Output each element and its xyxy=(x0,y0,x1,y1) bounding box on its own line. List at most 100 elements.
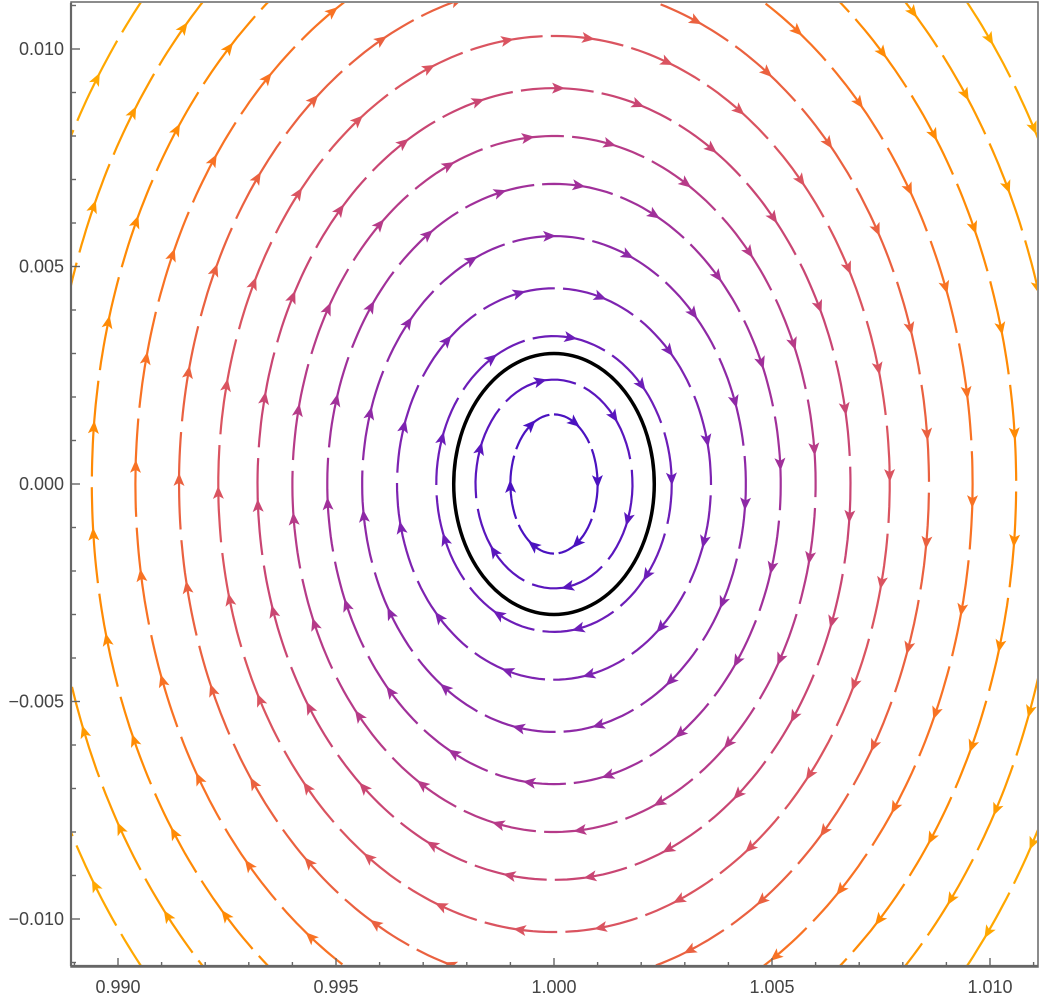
arrow-icon xyxy=(117,822,128,837)
arrow-icon xyxy=(512,723,526,735)
arrow-icon xyxy=(359,509,370,523)
arrow-icon xyxy=(528,541,542,554)
arrow-icon xyxy=(225,593,237,607)
arrow-icon xyxy=(490,545,502,560)
x-tick-label: 0.995 xyxy=(313,977,358,997)
arrow-icon xyxy=(646,206,660,219)
arrow-icon xyxy=(1026,120,1037,135)
arrow-icon xyxy=(660,342,674,357)
arrow-icon xyxy=(805,766,818,781)
y-tick-label: −0.005 xyxy=(8,692,64,712)
arrow-icon xyxy=(395,138,409,152)
arrow-icon xyxy=(290,187,303,202)
arrow-icon xyxy=(359,782,372,796)
arrow-icon xyxy=(320,302,331,317)
arrow-icon xyxy=(786,336,797,351)
arrow-icon xyxy=(581,32,595,43)
arrow-icon xyxy=(439,335,452,349)
arrow-icon xyxy=(928,830,939,845)
arrow-icon xyxy=(170,827,182,842)
arrow-icon xyxy=(871,361,883,375)
arrow-icon xyxy=(591,475,603,489)
arrow-icon xyxy=(304,857,317,871)
arrow-icon xyxy=(173,472,185,486)
y-tick-label: 0.000 xyxy=(19,474,64,494)
arrow-icon xyxy=(209,683,220,698)
arrow-icon xyxy=(745,839,759,853)
arrow-icon xyxy=(416,780,431,793)
arrow-icon xyxy=(675,725,689,738)
arrow-icon xyxy=(543,230,557,242)
arrow-icon xyxy=(259,72,272,87)
arrow-icon xyxy=(386,686,399,700)
arrow-icon xyxy=(369,919,384,932)
arrow-icon xyxy=(703,140,717,153)
arrow-icon xyxy=(87,420,99,434)
arrow-icon xyxy=(441,532,452,547)
arrow-icon xyxy=(844,509,856,524)
arrow-icon xyxy=(630,97,645,108)
arrow-icon xyxy=(221,909,234,924)
arrow-icon xyxy=(89,72,100,87)
arrow-icon xyxy=(643,566,655,581)
arrow-icon xyxy=(355,710,367,724)
arrow-icon xyxy=(662,841,677,853)
arrow-icon xyxy=(448,749,462,762)
arrow-icon xyxy=(311,617,322,632)
x-axis-ticks: 0.990 0.995 1.000 1.005 1.010 xyxy=(73,958,1035,997)
arrow-icon xyxy=(811,298,822,313)
arrow-icon xyxy=(305,932,319,946)
arrow-icon xyxy=(665,472,677,486)
arrow-icon xyxy=(212,485,224,499)
y-axis-ticks: 0.010 0.005 0.000 −0.005 −0.010 xyxy=(8,4,80,964)
arrow-icon xyxy=(563,331,578,342)
arrow-icon xyxy=(789,22,803,36)
arrow-icon xyxy=(957,602,969,617)
arrow-icon xyxy=(932,705,943,720)
arrow-icon xyxy=(522,420,536,434)
arrow-icon xyxy=(397,419,408,434)
streamline-segment xyxy=(72,262,78,286)
arrow-icon xyxy=(573,824,587,835)
arrow-icon xyxy=(653,794,668,806)
arrow-icon xyxy=(756,892,770,906)
arrow-icon xyxy=(869,221,880,236)
arrow-icon xyxy=(86,200,97,215)
arrow-icon xyxy=(877,575,888,590)
arrow-icon xyxy=(606,408,618,423)
streamline-segment xyxy=(420,3,455,18)
arrow-icon xyxy=(733,786,747,800)
arrow-icon xyxy=(966,220,977,235)
arrow-icon xyxy=(136,568,148,583)
arrow-icon xyxy=(182,580,194,595)
arrow-icon xyxy=(805,550,817,565)
arrow-icon xyxy=(175,22,188,36)
arrow-icon xyxy=(1026,704,1037,718)
arrow-icon xyxy=(571,621,586,633)
arrow-icon xyxy=(419,230,433,243)
arrow-icon xyxy=(522,777,537,789)
arrow-icon xyxy=(470,98,485,109)
arrow-icon xyxy=(158,674,170,689)
arrow-icon xyxy=(994,321,1006,335)
arrow-icon xyxy=(1030,282,1037,292)
arrow-icon xyxy=(102,633,114,647)
arrow-icon xyxy=(901,181,912,196)
arrow-icon xyxy=(322,497,334,511)
arrow-icon xyxy=(258,391,269,406)
arrow-icon xyxy=(792,172,805,187)
arrow-icon xyxy=(285,290,296,305)
arrow-icon xyxy=(80,725,92,740)
arrow-icon xyxy=(633,376,646,391)
highlight-orbit xyxy=(451,351,657,617)
arrow-icon xyxy=(874,911,888,926)
arrow-icon xyxy=(709,268,722,282)
arrow-icon xyxy=(483,354,497,367)
arrow-icon xyxy=(619,247,634,259)
arrow-icon xyxy=(371,219,385,233)
arrow-icon xyxy=(552,82,565,94)
arrow-icon xyxy=(731,102,745,115)
arrow-icon xyxy=(244,859,257,874)
